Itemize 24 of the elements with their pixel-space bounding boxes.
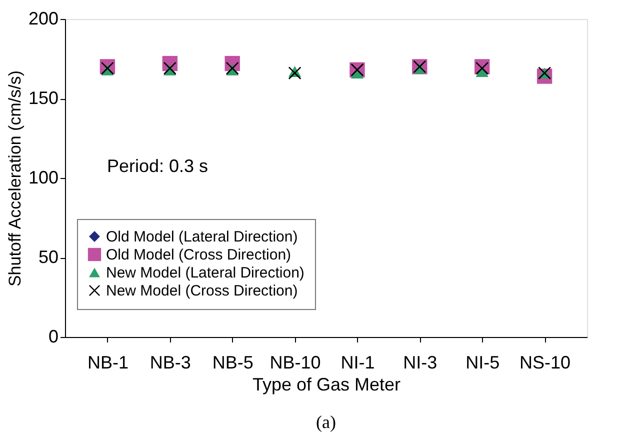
x-tick-label: NB-1 [87, 352, 128, 372]
x-tick-label: NI-5 [466, 352, 500, 372]
x-tick-label: NB-3 [150, 352, 191, 372]
text: (a) [316, 412, 336, 432]
y-tick-label: 150 [28, 88, 58, 108]
x-axis-title: Type of Gas Meter [252, 374, 401, 394]
legend-label: Old Model (Lateral Direction) [106, 228, 298, 246]
legend-label: Old Model (Cross Direction) [106, 246, 292, 264]
x-tick-label: NS-10 [520, 352, 571, 372]
annotation: Period: 0.3 s [107, 156, 208, 176]
point [288, 66, 302, 80]
x-tick-label: NB-5 [212, 352, 254, 372]
y-axis-title: Shutoff Acceleration (cm/s/s) [5, 70, 24, 287]
point [164, 62, 176, 75]
y-tick-label: 100 [28, 168, 58, 188]
y-tick-label: 50 [38, 247, 58, 267]
x-tick-label: NI-3 [403, 352, 438, 372]
y-tick-label: 0 [48, 326, 58, 346]
point [226, 62, 239, 75]
x-tick-label: NB-10 [270, 352, 321, 372]
legend-label: New Model (Cross Direction) [106, 282, 298, 300]
legend-label: New Model (Lateral Direction) [106, 264, 304, 282]
y-tick-label: 200 [28, 8, 58, 28]
x-tick-label: NI-1 [340, 352, 375, 372]
